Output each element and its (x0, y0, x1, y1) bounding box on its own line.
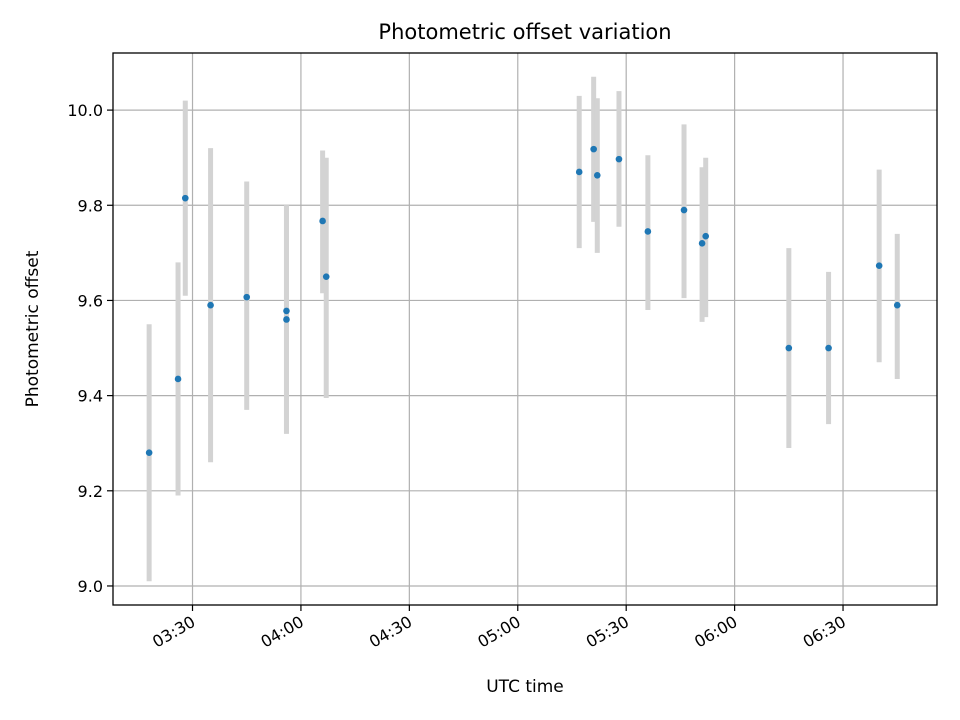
y-tick-label: 9.4 (78, 387, 103, 406)
data-point (893, 301, 901, 309)
data-point (181, 194, 189, 202)
data-point (698, 240, 706, 247)
data-point (875, 262, 883, 270)
data-point (145, 449, 153, 457)
data-point (174, 375, 182, 383)
y-tick-label: 9.8 (78, 196, 103, 215)
data-point (207, 301, 214, 309)
data-point (825, 344, 832, 352)
data-point (322, 273, 330, 280)
data-point (680, 206, 688, 214)
y-tick-label: 10.0 (67, 101, 103, 120)
chart-title: Photometric offset variation (378, 20, 671, 44)
y-axis-ticks: 9.0 9.2 9.4 9.6 9.8 10.0 (67, 101, 113, 596)
y-tick-label: 9.6 (78, 291, 103, 310)
data-point (283, 316, 290, 323)
plot-frame (112, 52, 938, 606)
data-point (702, 232, 710, 240)
data-point (590, 145, 597, 153)
data-point (615, 155, 623, 163)
y-tick-label: 9.0 (78, 577, 103, 596)
data-point (593, 171, 601, 179)
y-tick-label: 9.2 (78, 482, 103, 501)
data-point (243, 293, 251, 301)
data-point (319, 217, 326, 225)
data-point (785, 344, 793, 352)
data-point (283, 307, 290, 315)
data-point (644, 228, 652, 235)
grid-lines (113, 53, 937, 605)
y-axis-label: Photometric offset (23, 250, 43, 407)
data-points (145, 145, 901, 457)
data-point (575, 168, 583, 176)
x-axis-label: UTC time (486, 677, 564, 697)
